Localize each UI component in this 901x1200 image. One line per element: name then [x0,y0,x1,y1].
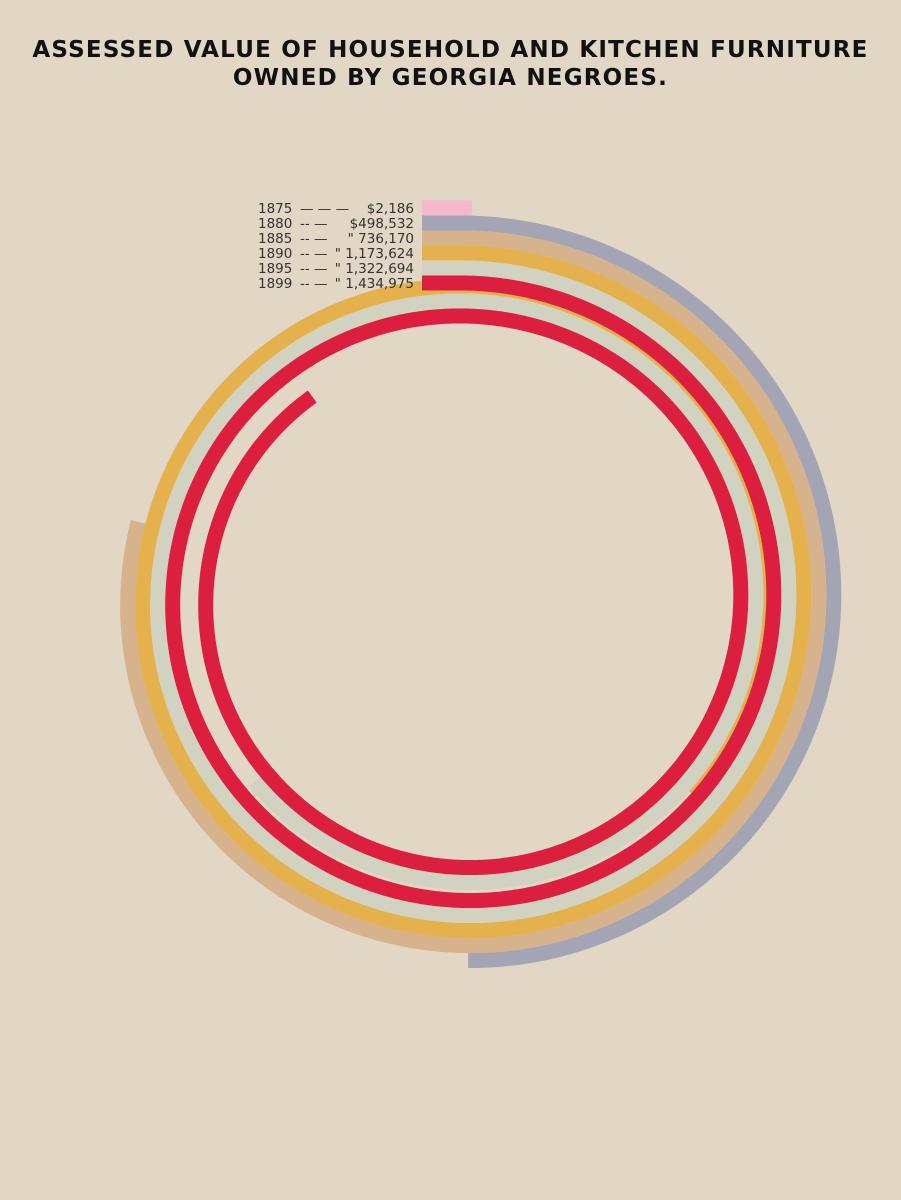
year-label-1895: 1895 [258,261,292,277]
dash-leader-1880: -- — [300,216,328,232]
value-label-1890: " 1,173,624 [335,246,414,262]
spiral-bar-1899 [165,275,782,909]
dash-leader-1885: -- — [300,231,328,247]
year-label-1885: 1885 [258,231,292,247]
value-label-1885: " 736,170 [348,231,414,247]
year-label-1880: 1880 [258,216,292,232]
year-label-1890: 1890 [258,246,292,262]
spiral-bar-1890 [135,245,812,939]
year-label-1899: 1899 [258,276,292,292]
value-label-1895: " 1,322,694 [335,261,414,277]
dash-leader-1890: -- — [300,246,328,262]
value-label-1880: $498,532 [350,216,414,232]
dash-leader-1895: -- — [300,261,328,277]
value-label-1899: " 1,434,975 [335,276,414,292]
dash-leader-1899: -- — [300,276,328,292]
year-label-1875: 1875 [258,201,292,217]
chart-title-line-2: OWNED BY GEORGIA NEGROES. [232,65,669,91]
spiral-bar-1880 [422,215,842,969]
spiral-bars [120,200,842,969]
value-label-1875: $2,186 [367,201,414,217]
year-labels: 1875 — — — $2,186 1880 -- — $498,532 1885 -- — "… [258,201,414,292]
spiral-bar-1895 [150,260,797,924]
chart-title: ASSESSED VALUE OF HOUSEHOLD AND KITCHEN … [0,36,901,92]
spiral-bar-1885 [120,230,827,954]
dash-leader-1875: — — — [300,201,349,217]
chart-title-line-1: ASSESSED VALUE OF HOUSEHOLD AND KITCHEN … [32,37,869,63]
